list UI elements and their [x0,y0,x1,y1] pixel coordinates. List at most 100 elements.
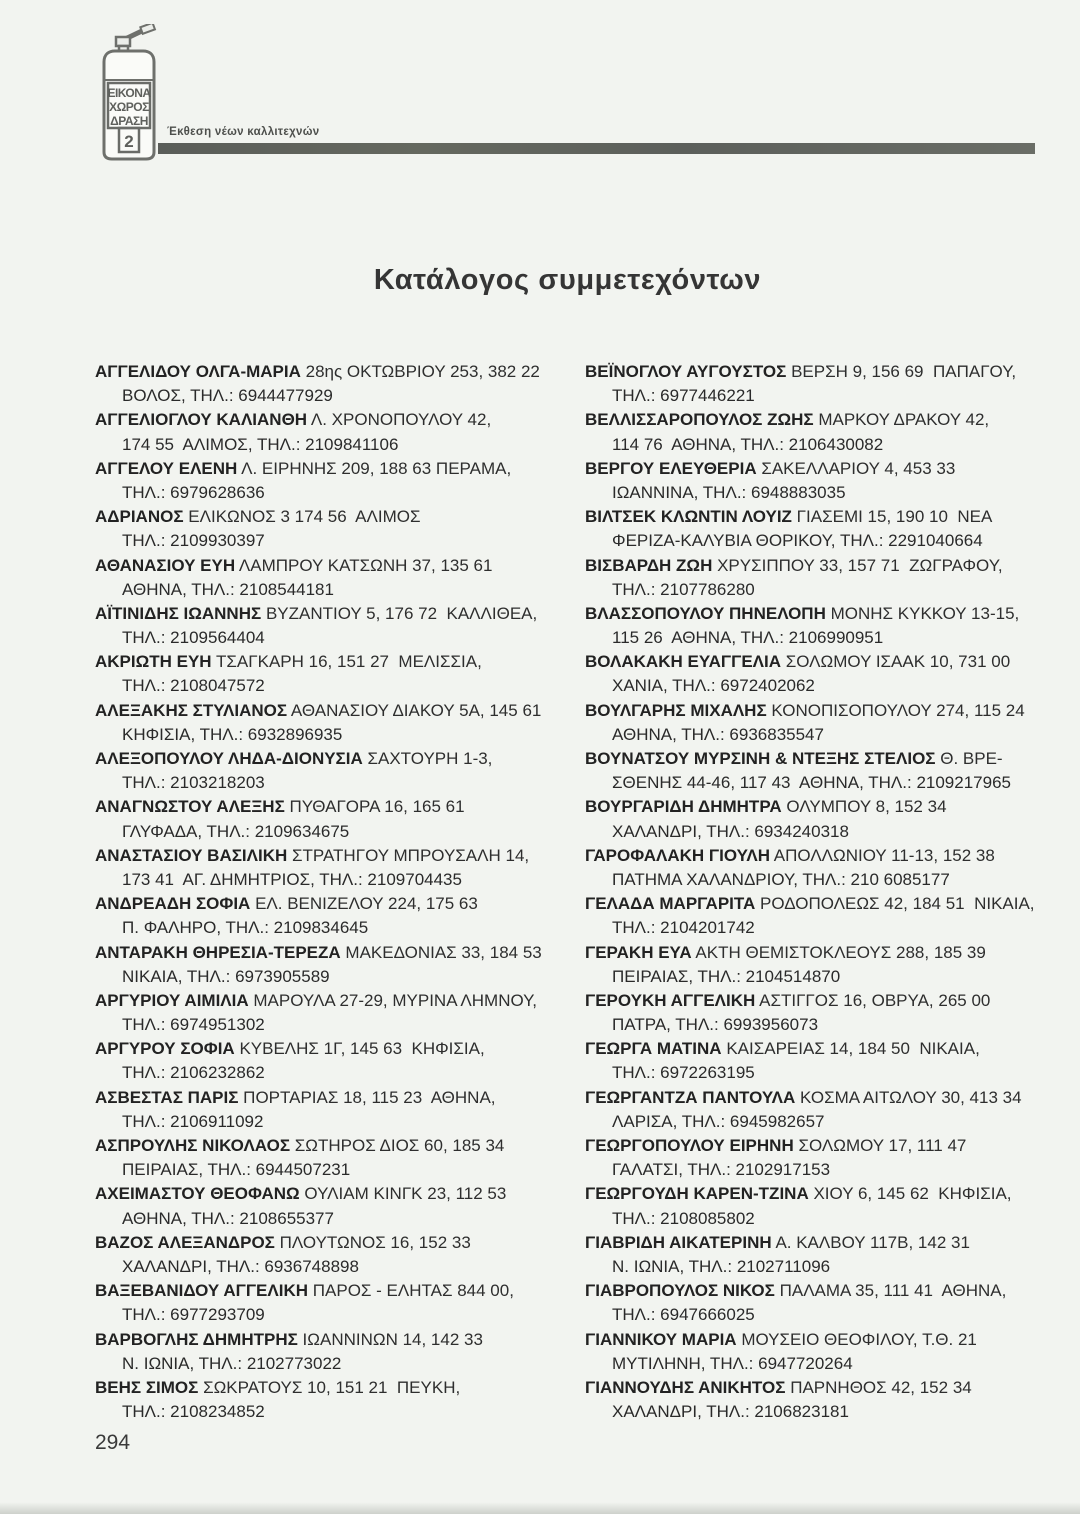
participant-name: ΑΝΔΡΕΑΔΗ ΣΟΦΙΑ [95,894,251,914]
participant-address-continued: ΧΑΛΑΝΔΡΙ, ΤΗΛ.: 6934240318 [612,821,849,841]
entry-line-1: ΑΛΕΞΟΠΟΥΛΟΥ ΛΗΔΑ-ΔΙΟΝΥΣΙΑ ΣΑΧΤΟΥΡΗ 1-3, [95,747,550,771]
participant-address: ΠΑΡΝΗΘΟΣ 42, 152 34 [790,1377,972,1397]
entry-line-1: ΒΟΛΑΚΑΚΗ ΕΥΑΓΓΕΛΙΑ ΣΟΛΩΜΟΥ ΙΣΑΑΚ 10, 731… [585,650,1040,674]
participant-address: Θ. ΒΡΕ- [940,749,1003,768]
participant-name: ΑΓΓΕΛΙΟΓΛΟΥ ΚΑΛΙΑΝΘΗ [95,410,308,430]
participant-address: ΣΑΧΤΟΥΡΗ 1-3, [367,749,493,768]
directory-entry: ΒΕΗΣ ΣΙΜΟΣ ΣΩΚΡΑΤΟΥΣ 10, 151 21 ΠΕΥΚΗ, Τ… [95,1376,550,1424]
directory-entry: ΑΧΕΙΜΑΣΤΟΥ ΘΕΟΦΑΝΩ ΟΥΛΙΑΜ ΚΙΝΓΚ 23, 112 … [95,1182,550,1230]
participant-name: ΒΕΪΝΟΓΛΟΥ ΑΥΓΟΥΣΤΟΣ [585,362,787,381]
directory-entry: ΒΑΡΒΟΓΛΗΣ ΔΗΜΗΤΡΗΣ ΙΩΑΝΝΙΝΩΝ 14, 142 33 … [95,1328,550,1376]
entry-line-1: ΓΙΑΝΝΙΚΟΥ ΜΑΡΙΑ ΜΟΥΣΕΙΟ ΘΕΟΦΙΛΟΥ, Τ.Θ. 2… [585,1328,1040,1352]
participant-address-continued: 115 26 ΑΘΗΝΑ, ΤΗΛ.: 2106990951 [612,628,884,648]
participant-name: ΓΕΡΟΥΚΗ ΑΓΓΕΛΙΚΗ [585,990,756,1010]
participant-name: ΑΪΤΙΝΙΔΗΣ ΙΩΑΝΝΗΣ [95,603,262,623]
participant-address-continued: ΝΙΚΑΙΑ, ΤΗΛ.: 6973905589 [122,966,330,986]
entry-line-1: ΑΣΒΕΣΤΑΣ ΠΑΡΙΣ ΠΟΡΤΑΡΙΑΣ 18, 115 23 ΑΘΗΝ… [95,1086,550,1110]
participant-address-continued: ΚΗΦΙΣΙΑ, ΤΗΛ.: 6932896935 [122,724,343,744]
participant-address: ΠΑΡΟΣ - ΕΛΗΤΑΣ 844 00, [312,1281,514,1301]
directory-entry: ΓΙΑΝΝΟΥΔΗΣ ΑΝΙΚΗΤΟΣ ΠΑΡΝΗΘΟΣ 42, 152 34 … [585,1376,1040,1424]
directory-entry: ΓΙΑΒΡΙΔΗ ΑΙΚΑΤΕΡΙΝΗ Α. ΚΑΛΒΟΥ 117Β, 142 … [585,1231,1040,1279]
directory-entry: ΑΛΕΞΑΚΗΣ ΣΤΥΛΙΑΝΟΣ ΑΘΑΝΑΣΙΟΥ ΔΙΑΚΟΥ 5Α, … [95,699,550,747]
participant-name: ΒΟΥΛΓΑΡΗΣ ΜΙΧΑΛΗΣ [585,700,767,720]
participant-address: ΜΑΡΟΥΛΑ 27-29, ΜΥΡΙΝΑ ΛΗΜΝΟΥ, [253,990,538,1010]
directory-entry: ΓΕΛΑΔΑ ΜΑΡΓΑΡΙΤΑ ΡΟΔΟΠΟΛΕΩΣ 42, 184 51 Ν… [585,892,1040,940]
directory-column-right: ΒΕΪΝΟΓΛΟΥ ΑΥΓΟΥΣΤΟΣ ΒΕΡΣΗ 9, 156 69 ΠΑΠΑ… [585,360,1040,1424]
logo-word-2: ΧΩΡΟΣ [109,100,149,114]
entry-line-1: ΑΝΑΣΤΑΣΙΟΥ ΒΑΣΙΛΙΚΗ ΣΤΡΑΤΗΓΟΥ ΜΠΡΟΥΣΑΛΗ … [95,844,550,868]
participant-name: ΓΑΡΟΦΑΛΑΚΗ ΓΙΟΥΛΗ [585,845,770,865]
directory-entry: ΒΕΡΓΟΥ ΕΛΕΥΘΕΡΙΑ ΣΑΚΕΛΛΑΡΙΟΥ 4, 453 33 Ι… [585,457,1040,505]
participant-name: ΑΚΡΙΩΤΗ ΕΥΗ [95,652,212,672]
participant-address: ΟΥΛΙΑΜ ΚΙΝΓΚ 23, 112 53 [304,1184,507,1204]
entry-line-1: ΑΧΕΙΜΑΣΤΟΥ ΘΕΟΦΑΝΩ ΟΥΛΙΑΜ ΚΙΝΓΚ 23, 112 … [95,1182,550,1206]
directory-entry: ΓΙΑΝΝΙΚΟΥ ΜΑΡΙΑ ΜΟΥΣΕΙΟ ΘΕΟΦΙΛΟΥ, Τ.Θ. 2… [585,1328,1040,1376]
participant-address: ΑΘΑΝΑΣΙΟΥ ΔΙΑΚΟΥ 5Α, 145 61 [290,700,542,720]
directory-entry: ΓΕΩΡΓΑΝΤΖΑ ΠΑΝΤΟΥΛΑ ΚΟΣΜΑ ΑΙΤΩΛΟΥ 30, 41… [585,1086,1040,1134]
participant-address: ΒΕΡΣΗ 9, 156 69 ΠΑΠΑΓΟΥ, [791,362,1017,381]
participant-address: ΜΑΡΚΟΥ ΔΡΑΚΟΥ 42, [818,410,990,430]
exhibition-logo: ΕΙΚΟΝΑ ΧΩΡΟΣ ΔΡΑΣΗ 2 [97,21,161,167]
participant-address-continued: ΤΗΛ.: 2107786280 [612,579,755,599]
participant-address: ΣΟΛΩΜΟΥ 17, 111 47 [798,1136,967,1155]
participant-name: ΓΕΩΡΓΑΝΤΖΑ ΠΑΝΤΟΥΛΑ [585,1087,796,1107]
exhibition-tagline: Έκθεση νέων καλλιτεχνών [167,126,320,138]
page-number: 294 [95,1431,131,1454]
participant-name: ΑΡΓΥΡΟΥ ΣΟΦΙΑ [95,1039,235,1059]
participant-address: ΙΩΑΝΝΙΝΩΝ 14, 142 33 [302,1329,483,1349]
entry-line-1: ΑΓΓΕΛΙΟΓΛΟΥ ΚΑΛΙΑΝΘΗ Λ. ΧΡΟΝΟΠΟΥΛΟΥ 42, [95,408,550,432]
entry-line-1: ΒΕΪΝΟΓΛΟΥ ΑΥΓΟΥΣΤΟΣ ΒΕΡΣΗ 9, 156 69 ΠΑΠΑ… [585,360,1040,384]
participant-address-continued: ΠΕΙΡΑΙΑΣ, ΤΗΛ.: 2104514870 [612,966,841,986]
participant-name: ΑΣΠΡΟΥΛΗΣ ΝΙΚΟΛΑΟΣ [95,1136,291,1155]
participant-address-continued: Ν. ΙΩΝΙΑ, ΤΗΛ.: 2102711096 [612,1256,831,1276]
entry-line-1: ΒΑΞΕΒΑΝΙΔΟΥ ΑΓΓΕΛΙΚΗ ΠΑΡΟΣ - ΕΛΗΤΑΣ 844 … [95,1279,550,1303]
directory-entry: ΓΕΡΟΥΚΗ ΑΓΓΕΛΙΚΗ ΑΣΤΙΓΓΟΣ 16, ΟΒΡΥΑ, 265… [585,989,1040,1037]
participant-address: ΜΟΝΗΣ ΚΥΚΚΟΥ 13-15, [830,603,1020,623]
directory-entry: ΓΙΑΒΡΟΠΟΥΛΟΣ ΝΙΚΟΣ ΠΑΛΑΜΑ 35, 111 41 ΑΘΗ… [585,1279,1040,1327]
participant-address: ΣΩΚΡΑΤΟΥΣ 10, 151 21 ΠΕΥΚΗ, [203,1377,461,1397]
entry-line-1: ΑΔΡΙΑΝΟΣ ΕΛΙΚΩΝΟΣ 3 174 56 ΑΛΙΜΟΣ [95,505,550,529]
participant-address: ΧΡΥΣΙΠΠΟΥ 33, 157 71 ΖΩΓΡΑΦΟΥ, [717,555,1003,575]
participant-address-continued: 114 76 ΑΘΗΝΑ, ΤΗΛ.: 2106430082 [612,434,884,454]
participant-address: ΑΠΟΛΛΩΝΙΟΥ 11-13, 152 38 [773,845,995,865]
participant-address: ΓΙΑΣΕΜΙ 15, 190 10 ΝΕΑ [796,507,993,527]
participant-address-continued: Π. ΦΑΛΗΡΟ, ΤΗΛ.: 2109834645 [122,918,369,938]
entry-line-1: ΑΝΔΡΕΑΔΗ ΣΟΦΙΑ ΕΛ. ΒΕΝΙΖΕΛΟΥ 224, 175 63 [95,892,550,916]
participant-name: ΓΕΛΑΔΑ ΜΑΡΓΑΡΙΤΑ [585,894,756,914]
entry-line-1: ΓΕΡΑΚΗ ΕΥΑ ΑΚΤΗ ΘΕΜΙΣΤΟΚΛΕΟΥΣ 288, 185 3… [585,941,1040,965]
entry-line-1: ΒΕΛΛΙΣΣΑΡΟΠΟΥΛΟΣ ΖΩΗΣ ΜΑΡΚΟΥ ΔΡΑΚΟΥ 42, [585,408,1040,432]
participant-address: ΑΣΤΙΓΓΟΣ 16, ΟΒΡΥΑ, 265 00 [759,990,991,1010]
participant-address: ΠΥΘΑΓΟΡΑ 16, 165 61 [289,797,465,817]
entry-line-1: ΒΑΖΟΣ ΑΛΕΞΑΝΔΡΟΣ ΠΛΟΥΤΩΝΟΣ 16, 152 33 [95,1231,550,1255]
participant-address: ΕΛΙΚΩΝΟΣ 3 174 56 ΑΛΙΜΟΣ [188,507,421,527]
logo-word-3: ΔΡΑΣΗ [110,114,148,128]
participant-name: ΓΕΡΑΚΗ ΕΥΑ [585,942,692,962]
directory-entry: ΑΣΠΡΟΥΛΗΣ ΝΙΚΟΛΑΟΣ ΣΩΤΗΡΟΣ ΔΙΟΣ 60, 185 … [95,1134,550,1182]
participant-name: ΒΟΥΡΓΑΡΙΔΗ ΔΗΜΗΤΡΑ [585,797,782,817]
participant-address: ΚΑΙΣΑΡΕΙΑΣ 14, 184 50 ΝΙΚΑΙΑ, [726,1039,980,1059]
participant-name: ΒΕΗΣ ΣΙΜΟΣ [95,1377,199,1397]
participant-address-continued: ΧΑΝΙΑ, ΤΗΛ.: 6972402062 [612,676,815,696]
directory-entry: ΑΚΡΙΩΤΗ ΕΥΗ ΤΣΑΓΚΑΡΗ 16, 151 27 ΜΕΛΙΣΣΙΑ… [95,650,550,698]
participant-address: Λ. ΧΡΟΝΟΠΟΥΛΟΥ 42, [310,410,492,430]
entry-line-1: ΓΙΑΝΝΟΥΔΗΣ ΑΝΙΚΗΤΟΣ ΠΑΡΝΗΘΟΣ 42, 152 34 [585,1376,1040,1400]
directory-entry: ΑΓΓΕΛΟΥ ΕΛΕΝΗ Λ. ΕΙΡΗΝΗΣ 209, 188 63 ΠΕΡ… [95,457,550,505]
entry-line-1: ΒΕΗΣ ΣΙΜΟΣ ΣΩΚΡΑΤΟΥΣ 10, 151 21 ΠΕΥΚΗ, [95,1376,550,1400]
directory-entry: ΒΙΣΒΑΡΔΗ ΖΩΗ ΧΡΥΣΙΠΠΟΥ 33, 157 71 ΖΩΓΡΑΦ… [585,554,1040,602]
participant-address-continued: ΓΛΥΦΑΔΑ, ΤΗΛ.: 2109634675 [122,821,350,841]
participant-name: ΑΝΤΑΡΑΚΗ ΘΗΡΕΣΙΑ-ΤΕΡΕΖΑ [95,942,341,962]
participant-address: ΠΑΛΑΜΑ 35, 111 41 ΑΘΗΝΑ, [779,1281,1007,1301]
participant-name: ΓΕΩΡΓΑ ΜΑΤΙΝΑ [585,1039,722,1059]
entry-line-1: ΑΓΓΕΛΙΔΟΥ ΟΛΓΑ-ΜΑΡΙΑ 28ης ΟΚΤΩΒΡΙΟΥ 253,… [95,360,550,384]
participant-address: ΠΟΡΤΑΡΙΑΣ 18, 115 23 ΑΘΗΝΑ, [243,1087,496,1107]
directory-entry: ΑΓΓΕΛΙΟΓΛΟΥ ΚΑΛΙΑΝΘΗ Λ. ΧΡΟΝΟΠΟΥΛΟΥ 42, … [95,408,550,456]
participant-name: ΓΕΩΡΓΟΥΔΗ ΚΑΡΕΝ-ΤΖΙΝΑ [585,1184,809,1204]
directory-entry: ΑΝΑΓΝΩΣΤΟΥ ΑΛΕΞΗΣ ΠΥΘΑΓΟΡΑ 16, 165 61 ΓΛ… [95,795,550,843]
participant-address-continued: ΑΘΗΝΑ, ΤΗΛ.: 2108544181 [122,579,334,599]
participant-address: ΣΑΚΕΛΛΑΡΙΟΥ 4, 453 33 [761,458,956,478]
entry-line-1: ΑΝΤΑΡΑΚΗ ΘΗΡΕΣΙΑ-ΤΕΡΕΖΑ ΜΑΚΕΔΟΝΙΑΣ 33, 1… [95,941,550,965]
directory-entry: ΑΓΓΕΛΙΔΟΥ ΟΛΓΑ-ΜΑΡΙΑ 28ης ΟΚΤΩΒΡΙΟΥ 253,… [95,360,550,408]
entry-line-1: ΓΑΡΟΦΑΛΑΚΗ ΓΙΟΥΛΗ ΑΠΟΛΛΩΝΙΟΥ 11-13, 152 … [585,844,1040,868]
participant-address-continued: 174 55 ΑΛΙΜΟΣ, ΤΗΛ.: 2109841106 [122,434,399,454]
participant-address: ΤΣΑΓΚΑΡΗ 16, 151 27 ΜΕΛΙΣΣΙΑ, [216,652,482,672]
